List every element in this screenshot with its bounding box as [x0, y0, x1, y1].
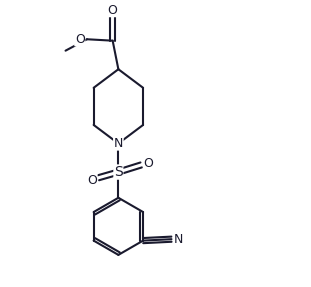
Text: O: O — [108, 4, 118, 17]
Text: S: S — [114, 165, 123, 179]
Text: O: O — [87, 174, 97, 187]
Text: N: N — [173, 233, 183, 246]
Text: O: O — [75, 33, 85, 46]
Text: N: N — [114, 137, 123, 150]
Text: O: O — [143, 157, 153, 170]
